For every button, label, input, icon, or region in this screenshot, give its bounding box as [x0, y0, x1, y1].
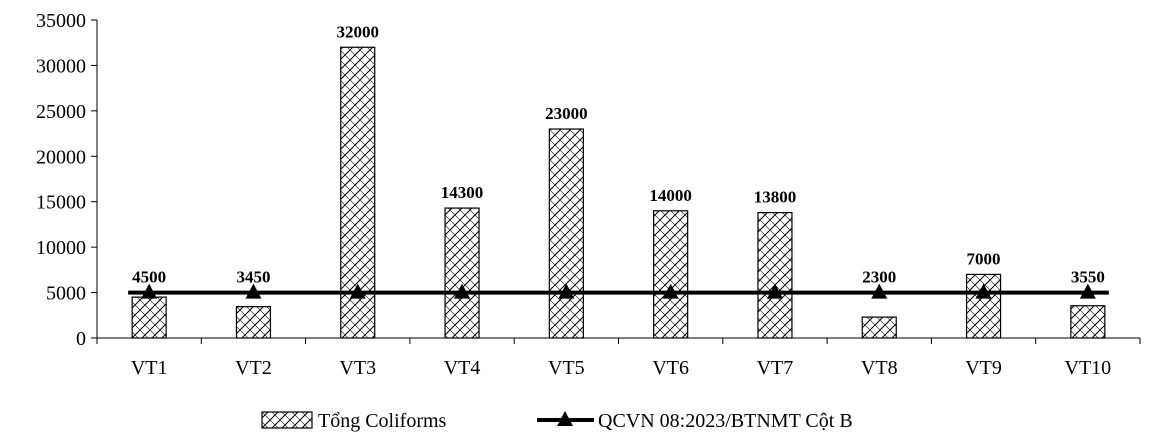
legend-swatch-coliforms: [261, 411, 313, 429]
data-label: 13800: [754, 188, 797, 207]
threshold-marker: [1079, 283, 1096, 299]
y-tick-label: 5000: [46, 283, 86, 305]
y-tick-label: 20000: [36, 146, 86, 168]
x-tick-label: VT1: [131, 357, 168, 379]
data-label: 3450: [236, 268, 270, 287]
data-label: 2300: [862, 268, 896, 287]
plot-area: 0 5000 10000 15000 20000 25000 30000 35000 VT1 VT…: [36, 10, 1141, 379]
legend-label-coliforms: Tổng Coliforms: [318, 410, 447, 432]
bar-vt2: [235, 306, 272, 339]
x-tick-label: VT4: [444, 357, 481, 379]
y-tick-label: 30000: [36, 55, 86, 77]
data-label: 32000: [337, 22, 380, 41]
x-tick-label: VT5: [548, 357, 585, 379]
data-label: 14300: [441, 183, 484, 202]
legend-swatch-threshold-marker: [557, 411, 573, 426]
threshold-marker: [871, 283, 888, 299]
data-label: 7000: [967, 249, 1001, 268]
threshold-marker: [558, 283, 575, 299]
x-tick-label: VT9: [965, 357, 1002, 379]
x-tick-label: VT6: [652, 357, 689, 379]
x-tick-label: VT7: [757, 357, 794, 379]
bar-vt6: [653, 210, 689, 339]
threshold-marker: [454, 283, 471, 299]
legend: Tổng Coliforms QCVN 08:2023/BTNMT Cột B: [261, 410, 853, 432]
threshold-marker: [975, 283, 992, 299]
x-tick-label: VT3: [339, 357, 376, 379]
bar-vt1: [131, 296, 167, 339]
bar-vt7: [757, 212, 793, 339]
y-tick-label: 0: [76, 328, 86, 350]
x-tick-label: VT10: [1065, 357, 1112, 379]
threshold-marker: [766, 283, 783, 299]
x-tick-label: VT2: [235, 357, 272, 379]
threshold-marker: [349, 283, 366, 299]
bar-vt4: [444, 207, 480, 339]
bar-vt10: [1070, 305, 1106, 339]
data-label: 14000: [649, 186, 692, 205]
y-tick-label: 35000: [36, 10, 86, 32]
legend-label-threshold: QCVN 08:2023/BTNMT Cột B: [598, 410, 853, 432]
bar-vt5: [548, 128, 584, 339]
data-label: 3550: [1071, 268, 1105, 287]
threshold-marker: [141, 283, 158, 299]
y-tick-label: 15000: [36, 192, 86, 214]
threshold-marker: [245, 283, 262, 299]
y-tick-label: 10000: [36, 237, 86, 259]
x-tick-label: VT8: [861, 357, 898, 379]
data-label: 4500: [132, 268, 166, 287]
threshold-marker: [662, 283, 679, 299]
bar-vt8: [861, 316, 897, 339]
data-label: 23000: [545, 104, 588, 123]
y-tick-label: 25000: [36, 101, 86, 123]
